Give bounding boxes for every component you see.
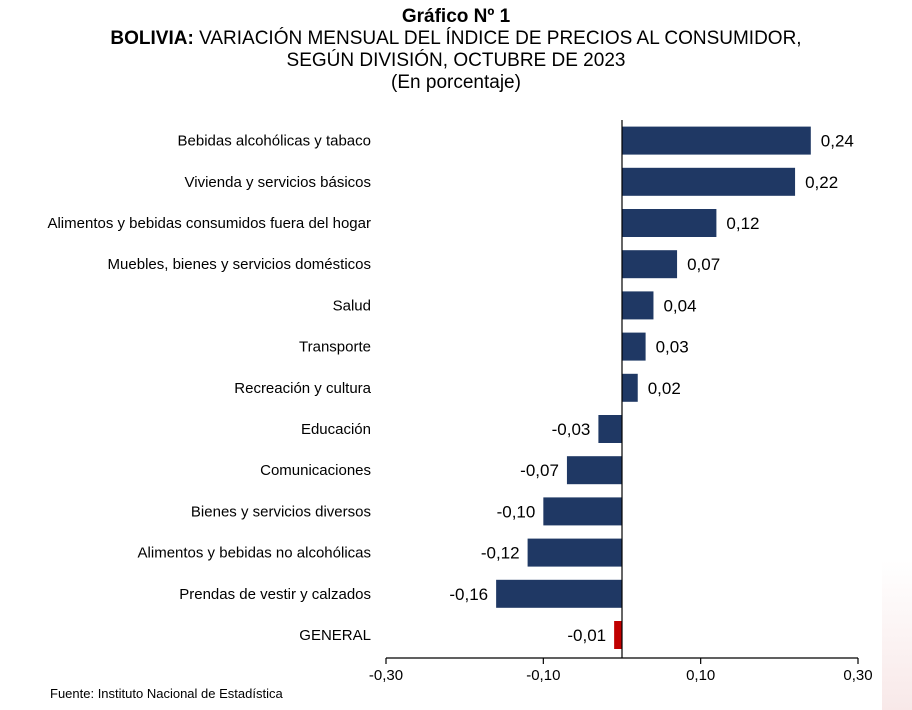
bar [622, 167, 796, 196]
data-label: -0,16 [449, 585, 488, 604]
data-label: -0,10 [497, 502, 536, 521]
data-label: 0,24 [821, 132, 854, 151]
data-label: -0,01 [567, 626, 606, 645]
bar [543, 497, 622, 526]
category-label: Comunicaciones [260, 462, 371, 479]
category-label: Educación [301, 421, 371, 438]
data-label: 0,07 [687, 255, 720, 274]
bar [622, 373, 638, 402]
data-label: -0,12 [481, 544, 520, 563]
watermark-decoration [882, 560, 912, 710]
category-label: Vivienda y servicios básicos [185, 174, 371, 191]
bar [614, 621, 622, 649]
data-label: 0,03 [656, 338, 689, 357]
data-label: -0,07 [520, 461, 559, 480]
bar [496, 579, 622, 608]
x-tick-label: -0,10 [526, 667, 560, 684]
unit-label: (En porcentaje) [391, 72, 521, 93]
bar [527, 538, 622, 567]
chart-subtitle-line2: SEGÚN DIVISIÓN, OCTUBRE DE 2023 [286, 50, 626, 71]
bar [622, 332, 646, 361]
data-label: 0,12 [726, 214, 759, 233]
x-tick-label: 0,30 [843, 667, 872, 684]
x-tick-label: -0,30 [369, 667, 403, 684]
country-label: BOLIVIA: [110, 28, 194, 49]
category-label: Salud [333, 297, 371, 314]
category-label: Prendas de vestir y calzados [179, 586, 371, 603]
source-note: Fuente: Instituto Nacional de Estadístic… [50, 686, 283, 701]
chart-titles: Gráfico Nº 1 BOLIVIA: VARIACIÓN MENSUAL … [0, 6, 912, 94]
bar [622, 209, 717, 237]
category-label: Muebles, bienes y servicios domésticos [108, 256, 371, 273]
chart-title: Gráfico Nº 1 [401, 6, 511, 27]
chart-subtitle: BOLIVIA: VARIACIÓN MENSUAL DEL ÍNDICE DE… [0, 28, 912, 50]
bar [622, 291, 654, 320]
category-label: Transporte [299, 339, 371, 356]
subtitle-text: VARIACIÓN MENSUAL DEL ÍNDICE DE PRECIOS … [193, 28, 802, 49]
category-label: Bebidas alcohólicas y tabaco [178, 133, 371, 150]
bar [622, 250, 678, 279]
category-label: Bienes y servicios diversos [191, 503, 371, 520]
bar [598, 415, 622, 443]
x-tick-label: 0,10 [686, 667, 715, 684]
category-label: Alimentos y bebidas consumidos fuera del… [47, 215, 371, 232]
data-label: -0,03 [552, 420, 591, 439]
category-label: Recreación y cultura [234, 380, 371, 397]
data-label: 0,02 [648, 379, 681, 398]
bar [566, 456, 622, 485]
category-label: GENERAL [299, 627, 371, 644]
data-label: 0,04 [663, 296, 696, 315]
data-label: 0,22 [805, 173, 838, 192]
category-label: Alimentos y bebidas no alcohólicas [138, 545, 371, 562]
bar [622, 126, 811, 155]
